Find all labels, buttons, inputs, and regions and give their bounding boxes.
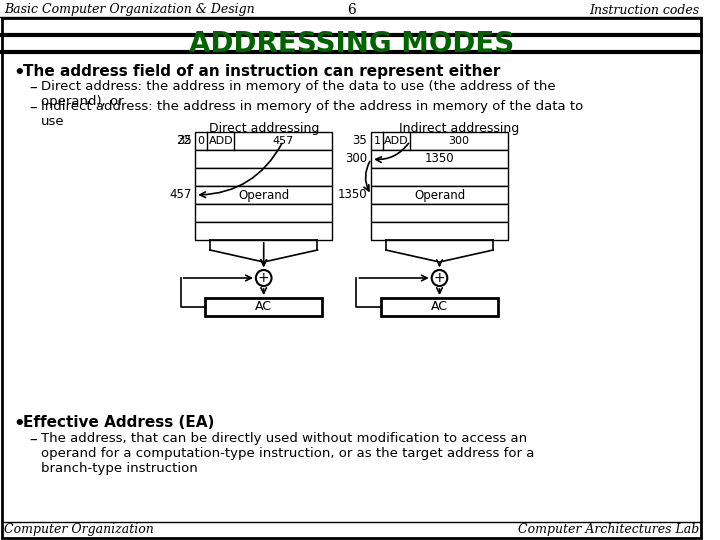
Text: ADD: ADD [208, 136, 233, 146]
Text: –: – [30, 80, 37, 95]
Bar [371, 150, 508, 168]
Text: 0: 0 [198, 136, 204, 146]
Bar [195, 222, 332, 240]
Circle shape [432, 270, 447, 286]
Text: ADD: ADD [384, 136, 409, 146]
Bar [371, 222, 508, 240]
Text: Computer Architectures Lab: Computer Architectures Lab [518, 523, 699, 537]
Text: 35: 35 [353, 134, 367, 147]
Text: Indirect addressing: Indirect addressing [399, 122, 519, 135]
Bar [195, 132, 332, 150]
Text: Operand: Operand [414, 188, 465, 201]
Text: •: • [14, 64, 25, 82]
Bar [371, 186, 508, 204]
Text: 1: 1 [374, 136, 380, 146]
Text: 6: 6 [347, 3, 356, 17]
Bar [371, 132, 508, 150]
Text: 457: 457 [273, 136, 294, 146]
Bar [371, 204, 508, 222]
Text: –: – [30, 432, 37, 447]
Text: Indirect address: the address in memory of the address in memory of the data to
: Indirect address: the address in memory … [41, 100, 583, 128]
Text: AC: AC [431, 300, 448, 314]
Text: +: + [258, 271, 269, 285]
Bar [381, 298, 498, 316]
Text: 300: 300 [345, 152, 367, 165]
Circle shape [256, 270, 271, 286]
Text: Computer Organization: Computer Organization [4, 523, 153, 537]
Text: Effective Address (EA): Effective Address (EA) [24, 415, 215, 430]
Text: AC: AC [255, 300, 272, 314]
Bar [195, 186, 332, 204]
Text: 22: 22 [176, 134, 192, 147]
Text: •: • [14, 415, 25, 433]
Text: +: + [433, 271, 445, 285]
Text: ADDRESSING MODES: ADDRESSING MODES [189, 30, 514, 58]
Text: The address, that can be directly used without modification to access an
operand: The address, that can be directly used w… [41, 432, 534, 475]
Text: 300: 300 [449, 136, 469, 146]
Text: 457: 457 [169, 188, 192, 201]
Bar [195, 204, 332, 222]
Text: Direct address: the address in memory of the data to use (the address of the
ope: Direct address: the address in memory of… [41, 80, 556, 108]
Text: Direct addressing: Direct addressing [209, 122, 319, 135]
FancyBboxPatch shape [2, 18, 701, 538]
Text: –: – [30, 100, 37, 115]
Text: Instruction codes: Instruction codes [589, 3, 699, 17]
Bar [195, 150, 332, 168]
Text: 35: 35 [176, 134, 192, 147]
Text: Operand: Operand [238, 188, 289, 201]
Text: 1350: 1350 [338, 188, 367, 201]
Text: Basic Computer Organization & Design: Basic Computer Organization & Design [4, 3, 255, 17]
Text: 1350: 1350 [425, 152, 454, 165]
Bar [205, 298, 323, 316]
Bar [371, 168, 508, 186]
Bar [195, 168, 332, 186]
Text: The address field of an instruction can represent either: The address field of an instruction can … [24, 64, 501, 79]
